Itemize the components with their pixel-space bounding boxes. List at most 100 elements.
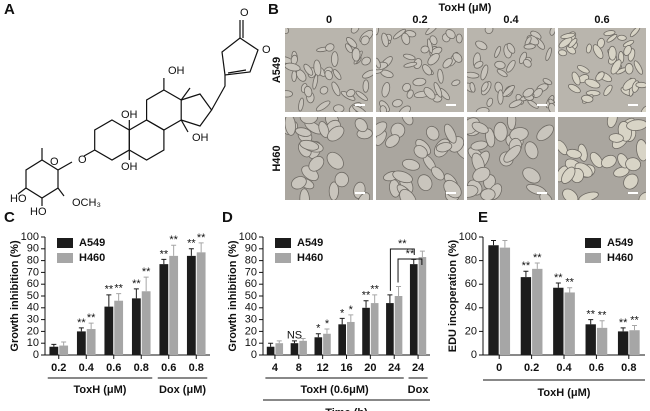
cell bbox=[361, 56, 371, 66]
y-tick-label: 60 bbox=[245, 278, 257, 290]
cell bbox=[433, 81, 443, 98]
y-tick-label: 40 bbox=[245, 302, 257, 314]
cell bbox=[362, 79, 370, 93]
y-tick-label: 60 bbox=[465, 278, 477, 290]
cell bbox=[325, 43, 335, 52]
cell bbox=[402, 82, 412, 92]
bar bbox=[596, 327, 608, 355]
error-bar bbox=[502, 240, 508, 248]
group-label: Dox bbox=[408, 384, 430, 396]
cell bbox=[303, 63, 314, 76]
atom-label: OH bbox=[121, 109, 138, 121]
cell bbox=[589, 152, 604, 168]
cell bbox=[486, 97, 494, 107]
error-bar bbox=[372, 294, 378, 304]
x-tick-label: 24 bbox=[412, 362, 425, 374]
error-bar bbox=[523, 270, 529, 278]
y-tick-label: 20 bbox=[245, 325, 257, 337]
cell bbox=[475, 107, 490, 112]
bar bbox=[275, 343, 284, 355]
legend-label: H460 bbox=[79, 252, 105, 264]
cell bbox=[291, 70, 297, 82]
cell bbox=[523, 43, 536, 50]
cell bbox=[497, 89, 504, 105]
error-bar bbox=[411, 258, 417, 265]
cell bbox=[326, 151, 344, 170]
atom-label: O bbox=[240, 7, 249, 19]
cell bbox=[381, 82, 391, 98]
cell bbox=[324, 69, 333, 81]
cell bbox=[427, 53, 440, 66]
cell bbox=[484, 28, 494, 35]
error-bar bbox=[106, 294, 112, 307]
y-tick-label: 10 bbox=[245, 337, 257, 349]
error-bar bbox=[491, 240, 497, 246]
cell bbox=[638, 191, 646, 200]
cell bbox=[354, 118, 368, 133]
cell bbox=[344, 43, 353, 54]
atom-label: O bbox=[50, 156, 59, 168]
x-axis-label: Time (h) bbox=[325, 407, 368, 411]
cell bbox=[558, 37, 573, 49]
cell bbox=[379, 105, 387, 112]
bond bbox=[83, 149, 95, 157]
error-bar bbox=[599, 320, 605, 328]
significance: ** bbox=[565, 277, 574, 289]
y-axis-label: EDU incoperation (%) bbox=[447, 239, 459, 352]
bar bbox=[159, 264, 169, 355]
micrograph bbox=[467, 28, 555, 112]
x-tick-label: 0.6 bbox=[161, 362, 176, 374]
bar bbox=[520, 277, 532, 355]
bond bbox=[25, 159, 73, 199]
cell bbox=[412, 77, 427, 87]
cell bbox=[318, 121, 330, 138]
bar bbox=[299, 340, 307, 355]
error-bar bbox=[116, 293, 122, 301]
bar bbox=[553, 287, 564, 355]
atom-label: HO bbox=[30, 206, 47, 218]
cell bbox=[376, 28, 379, 36]
cell bbox=[331, 51, 339, 67]
cell bbox=[403, 53, 416, 61]
error-bar bbox=[555, 282, 561, 288]
significance: ** bbox=[522, 260, 531, 272]
bond bbox=[57, 187, 65, 197]
cell bbox=[592, 44, 604, 59]
cell bbox=[333, 104, 345, 112]
y-axis-label: Growth inhibition (%) bbox=[227, 240, 239, 352]
error-bar bbox=[161, 258, 167, 265]
bar bbox=[266, 346, 275, 355]
cell bbox=[522, 167, 541, 184]
significance: ** bbox=[598, 310, 607, 322]
cell bbox=[568, 38, 578, 48]
group-label: ToxH (μM) bbox=[74, 384, 127, 396]
significance: ** bbox=[169, 234, 178, 246]
cell bbox=[473, 61, 484, 69]
cell bbox=[568, 83, 581, 94]
x-tick-label: 0.6 bbox=[589, 362, 604, 374]
y-tick-label: 80 bbox=[465, 255, 477, 267]
error-bar bbox=[78, 327, 84, 332]
cell bbox=[303, 85, 313, 98]
bar bbox=[564, 292, 575, 355]
cell bbox=[502, 85, 515, 97]
cell bbox=[355, 90, 368, 101]
y-tick-label: 30 bbox=[245, 314, 257, 326]
bar bbox=[532, 268, 543, 355]
cell bbox=[467, 71, 480, 79]
cell bbox=[549, 28, 555, 36]
significance: ** bbox=[77, 317, 86, 329]
cell bbox=[431, 166, 445, 181]
legend-label: H460 bbox=[607, 252, 633, 264]
error-bar bbox=[363, 300, 369, 308]
cell bbox=[623, 45, 632, 56]
legend-label: A549 bbox=[607, 237, 633, 249]
cell bbox=[571, 71, 581, 86]
x-axis-label: ToxH (μM) bbox=[538, 387, 591, 399]
cell bbox=[399, 189, 417, 200]
cell bbox=[493, 121, 508, 142]
error-bar bbox=[631, 325, 637, 331]
cell bbox=[385, 134, 400, 148]
cell bbox=[312, 74, 319, 90]
x-tick-label: 0.2 bbox=[51, 362, 66, 374]
